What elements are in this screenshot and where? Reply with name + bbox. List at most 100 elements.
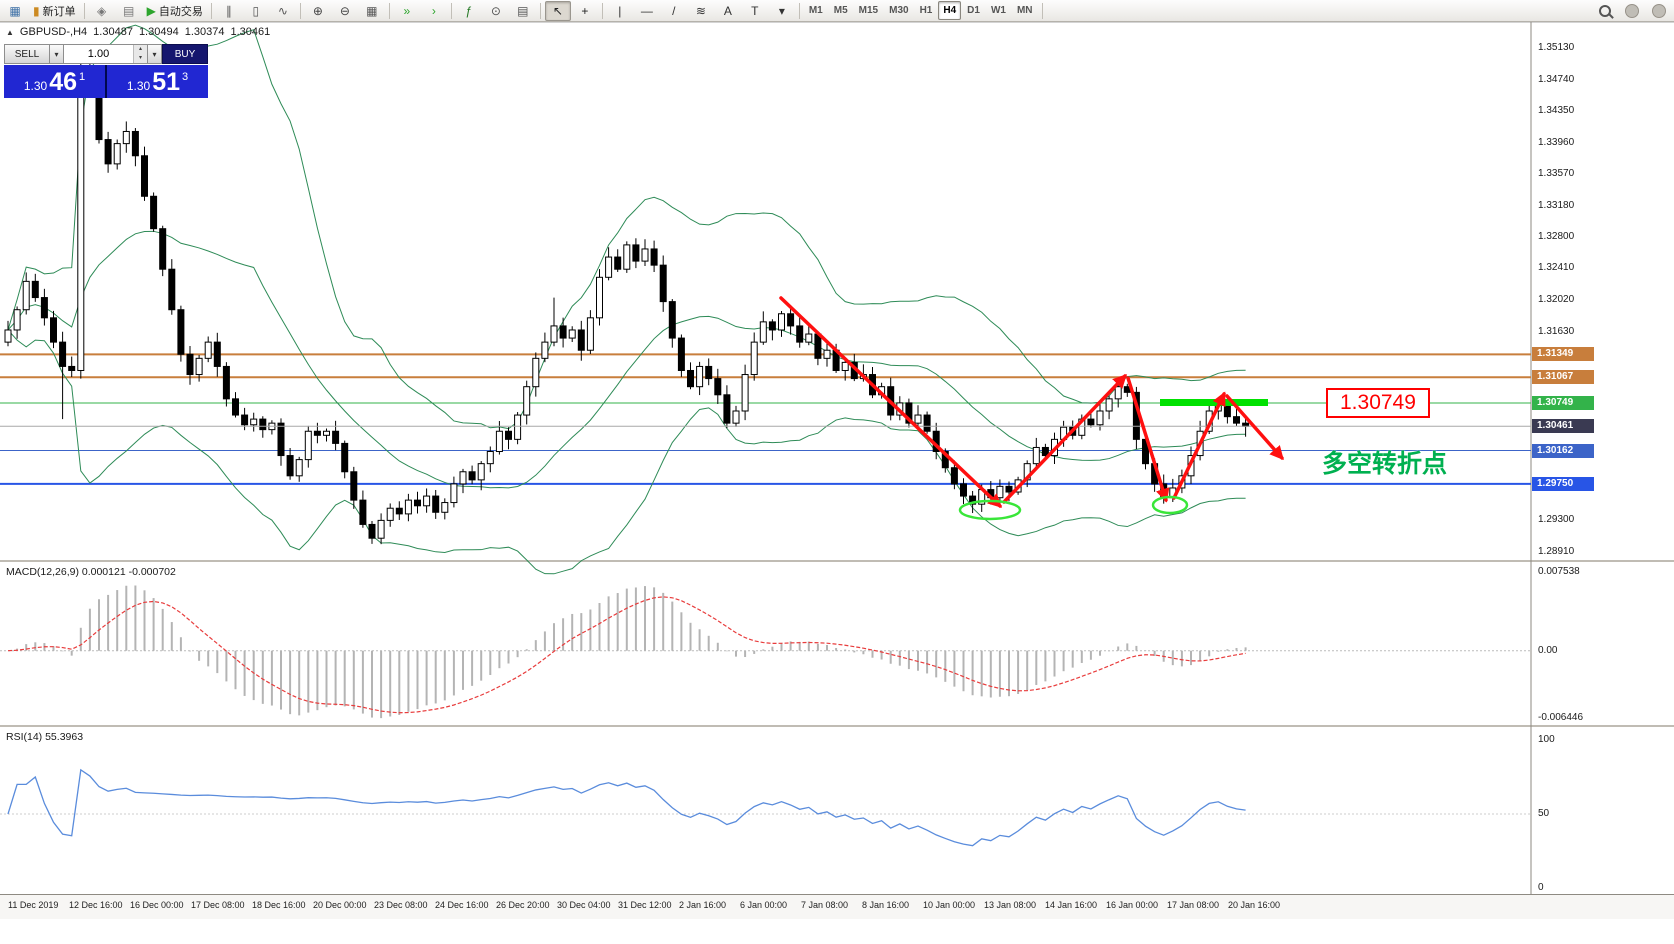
time-label: 24 Dec 16:00 [435,900,489,910]
auto-trading-icon: ▶ [146,3,156,18]
toolbar-separator [299,2,301,19]
toolbar-separator [388,2,390,19]
periods-button[interactable]: ⊙ [483,1,509,21]
pane-frames [0,21,1674,896]
time-label: 20 Jan 16:00 [1228,900,1281,910]
volume-down-button[interactable]: ▾ [134,54,147,63]
crosshair-button[interactable]: + [572,1,598,21]
time-label: 11 Dec 2019 [8,900,59,910]
zoom-out-button[interactable]: ⊖ [332,1,358,21]
timeframe-M30[interactable]: M30 [889,5,909,16]
volume-field: ▴ ▾ [64,44,148,64]
text-tool-button[interactable]: A [715,1,741,21]
time-label: 12 Dec 16:00 [69,900,123,910]
help-button[interactable] [1619,1,1645,21]
timeframe-W1[interactable]: W1 [990,5,1006,16]
symbol-label: GBPUSD-,H4 [19,26,88,38]
search-button[interactable] [1592,1,1618,21]
profile-button[interactable]: ◈ [89,1,115,21]
cursor-button[interactable]: ↖ [544,0,571,21]
trendline-icon: / [672,3,676,18]
line-chart-mode-button[interactable]: ∿ [270,1,296,21]
candle-chart-mode-icon: ▯ [252,3,260,18]
templates-button[interactable]: ▤ [510,1,536,21]
crosshair-icon: + [581,3,589,18]
chart-shift-icon: › [431,3,436,18]
sell-price-prefix: 1.30 [23,78,48,93]
ohlc-open: 1.30487 [93,26,133,38]
ohlc-high: 1.30494 [138,26,179,38]
auto-trading-button[interactable]: ▶ 自动交易 [143,1,207,21]
timeframe-M1[interactable]: M1 [808,5,823,16]
time-label: 14 Jan 16:00 [1045,900,1098,910]
buy-price-big: 51 [152,67,181,96]
zoom-in-button[interactable]: ⊕ [305,1,331,21]
price-annotation-box: 1.30749 [1326,388,1430,418]
bar-chart-mode-button[interactable]: ∥ [216,1,242,21]
market-watch-button[interactable]: ▤ [116,1,142,21]
volume-up-button[interactable]: ▴ [134,45,147,54]
horizontal-line-icon: — [640,3,653,18]
timeframe-MN[interactable]: MN [1016,5,1033,16]
toolbar-separator [601,2,603,19]
text-label-button[interactable]: T [742,1,768,21]
text-tool-icon: A [723,3,732,18]
chart-shift-button[interactable]: › [421,1,447,21]
timeframe-M5[interactable]: M5 [833,5,848,16]
macd-indicator [0,585,1531,719]
toolbar-separator [1041,2,1043,19]
timeframe-H1[interactable]: H1 [919,5,933,16]
vertical-line-button[interactable]: | [607,1,633,21]
time-label: 7 Jan 08:00 [801,900,849,910]
auto-scroll-button[interactable]: » [394,1,420,21]
volume-input[interactable] [64,45,133,63]
bar-chart-mode-icon: ∥ [225,3,232,18]
ohlc-close: 1.30461 [230,26,271,38]
turning-point-label: 多空转折点 [1322,450,1448,478]
toolbar-separator [450,2,452,19]
buy-price-pip: 3 [182,71,189,83]
time-label: 8 Jan 16:00 [862,900,910,910]
sell-button[interactable]: SELL [4,44,50,64]
time-label: 23 Dec 08:00 [374,900,428,910]
sell-dropdown-icon[interactable]: ▾ [50,44,64,64]
chart-title: ▲ GBPUSD-,H4 1.30487 1.30494 1.30374 1.3… [6,26,270,38]
toolbar-separator [539,2,541,19]
profile-icon: ◈ [96,3,107,18]
timeframe-M15[interactable]: M15 [858,5,879,16]
help-icon [1625,3,1639,18]
macd-label: MACD(12,26,9) 0.000121 -0.000702 [6,566,176,578]
vertical-line-icon: | [618,3,622,18]
indicators-list-button[interactable]: ƒ [456,1,482,21]
volume-spinner: ▴ ▾ [133,45,147,63]
candle-chart-mode-button[interactable]: ▯ [243,1,269,21]
time-label: 26 Dec 20:00 [496,900,550,910]
fibonacci-button[interactable]: ≋ [688,1,714,21]
new-chart-button[interactable]: ▦ [2,1,28,21]
buy-dropdown-icon[interactable]: ▾ [148,44,162,64]
new-order-label: 新订单 [42,5,76,18]
horizontal-line-button[interactable]: — [634,1,660,21]
new-order-button[interactable]: ▮ 新订单 [29,1,80,21]
sell-price-box[interactable]: 1.30 46 1 [4,65,105,98]
timeframe-D1[interactable]: D1 [967,5,980,16]
new-chart-icon: ▦ [9,3,21,18]
tile-windows-button[interactable]: ▦ [359,1,385,21]
trendline-button[interactable]: / [661,1,687,21]
shapes-dropdown-button[interactable]: ▾ [769,1,795,21]
time-label: 2 Jan 16:00 [679,900,727,910]
buy-price-box[interactable]: 1.30 51 3 [107,65,208,98]
toolbar-separator [210,2,212,19]
rsi-label: RSI(14) 55.3963 [6,731,84,743]
sell-price-big: 46 [49,67,78,96]
horizontal-price-lines [0,353,1531,485]
time-label: 16 Dec 00:00 [130,900,184,910]
auto-trading-label: 自动交易 [158,5,203,18]
buy-button[interactable]: BUY [162,44,208,64]
account-button[interactable] [1646,1,1672,21]
shapes-dropdown-icon: ▾ [778,3,785,18]
timeframe-H4[interactable]: H4 [938,1,962,20]
time-label: 6 Jan 00:00 [740,900,788,910]
